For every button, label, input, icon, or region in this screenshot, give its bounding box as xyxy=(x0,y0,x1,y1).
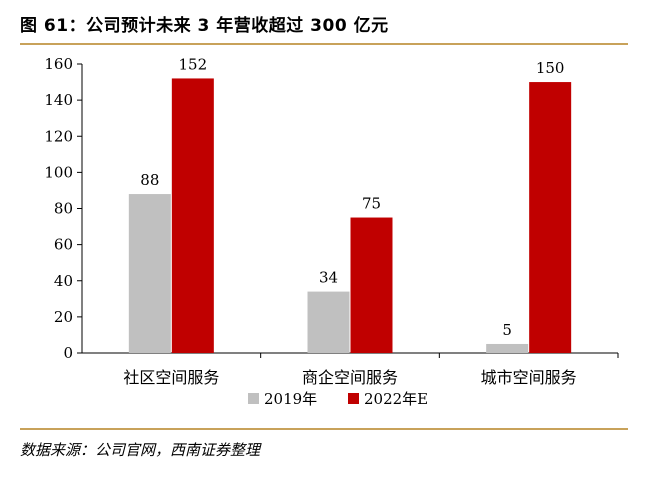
y-tick-label: 160 xyxy=(44,55,73,73)
data-label: 75 xyxy=(362,195,381,213)
source-note: 数据来源：公司官网，西南证券整理 xyxy=(20,441,261,459)
title-divider xyxy=(20,43,628,45)
footer-divider xyxy=(20,428,628,430)
legend: 2019年 2022年E xyxy=(248,390,428,408)
legend-swatch-2022e xyxy=(348,393,359,404)
y-tick-label: 120 xyxy=(44,127,73,145)
y-tick-label: 20 xyxy=(54,308,73,326)
y-tick-label: 0 xyxy=(63,344,73,362)
data-label: 152 xyxy=(179,55,208,73)
y-tick-label: 100 xyxy=(44,163,73,181)
data-label: 5 xyxy=(502,321,512,339)
bar-2022e xyxy=(171,78,214,353)
y-tick-label: 60 xyxy=(54,236,73,254)
x-category-label: 商企空间服务 xyxy=(302,368,398,387)
y-tick-label: 80 xyxy=(54,200,73,218)
bar-2019 xyxy=(486,343,529,353)
data-label: 88 xyxy=(140,171,159,189)
bar-2019 xyxy=(307,291,350,353)
legend-swatch-2019 xyxy=(248,393,259,404)
bar-2022e xyxy=(350,217,393,353)
x-category-label: 社区空间服务 xyxy=(123,368,219,387)
x-category-label: 城市空间服务 xyxy=(481,368,577,387)
figure-title: 图 61：公司预计未来 3 年营收超过 300 亿元 xyxy=(20,16,389,36)
data-label: 34 xyxy=(319,269,338,287)
bar-2022e xyxy=(529,82,572,353)
bar-2019 xyxy=(128,194,171,353)
y-tick-label: 40 xyxy=(54,272,73,290)
data-label: 150 xyxy=(536,59,565,77)
legend-label: 2022年E xyxy=(364,390,428,408)
y-tick-label: 140 xyxy=(44,91,73,109)
legend-label: 2019年 xyxy=(264,390,317,408)
